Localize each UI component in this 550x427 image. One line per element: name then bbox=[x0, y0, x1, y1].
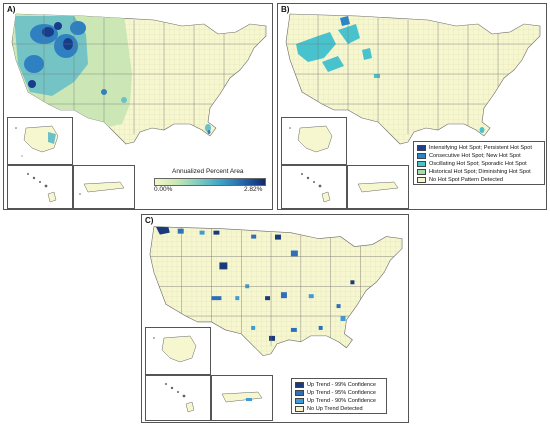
alaska-map bbox=[153, 335, 197, 363]
alaska-map bbox=[289, 125, 333, 153]
panel-b-legend: Intensifying Hot Spot; Persistent Hot Sp… bbox=[413, 141, 545, 185]
panel-a-hawaii-inset bbox=[7, 165, 73, 209]
hawaii-map bbox=[27, 173, 57, 203]
legend-label: Intensifying Hot Spot; Persistent Hot Sp… bbox=[429, 144, 532, 151]
panel-b-hawaii-inset bbox=[281, 165, 347, 209]
panel-c-alaska-inset bbox=[145, 327, 211, 375]
panel-a-label: A) bbox=[7, 5, 16, 14]
legend-item: No Hot Spot Pattern Detected bbox=[417, 176, 503, 183]
legend-item: Oscillating Hot Spot; Sporadic Hot Spot bbox=[417, 160, 527, 167]
legend-item: Consecutive Hot Spot; New Hot Spot bbox=[417, 152, 521, 159]
panel-c-hawaii-inset bbox=[145, 375, 211, 421]
legend-label: Up Trend - 95% Confidence bbox=[307, 389, 377, 396]
puerto-rico-map bbox=[357, 181, 399, 193]
legend-item: Up Trend - 90% Confidence bbox=[295, 397, 376, 404]
alaska-map bbox=[15, 125, 59, 157]
panel-a-us-map bbox=[11, 13, 267, 145]
legend-label: Oscillating Hot Spot; Sporadic Hot Spot bbox=[429, 160, 527, 167]
legend-swatch bbox=[417, 152, 426, 159]
legend-item: Up Trend - 99% Confidence bbox=[295, 381, 376, 388]
legend-label: Up Trend - 99% Confidence bbox=[307, 381, 377, 388]
panel-b: B) bbox=[277, 3, 547, 210]
panel-c-us-map bbox=[149, 226, 403, 357]
hawaii-map bbox=[301, 173, 331, 203]
panel-c-puerto-rico-inset bbox=[211, 375, 273, 421]
panel-a-alaska-inset bbox=[7, 117, 73, 165]
gradient-min-label: 0.00% bbox=[154, 186, 173, 193]
panel-a-puerto-rico-inset bbox=[73, 165, 135, 209]
legend-label: No Up Trend Detected bbox=[307, 405, 363, 412]
panel-c: C) bbox=[141, 214, 409, 423]
legend-swatch bbox=[417, 168, 426, 175]
panel-b-us-map bbox=[285, 13, 541, 145]
gradient-max-label: 2.82% bbox=[244, 186, 263, 193]
legend-label: Consecutive Hot Spot; New Hot Spot bbox=[429, 152, 521, 159]
panel-a: A) bbox=[3, 3, 273, 210]
legend-item: Intensifying Hot Spot; Persistent Hot Sp… bbox=[417, 144, 532, 151]
legend-item: Historical Hot Spot; Diminishing Hot Spo… bbox=[417, 168, 531, 175]
legend-swatch bbox=[417, 144, 426, 151]
legend-item: Up Trend - 95% Confidence bbox=[295, 389, 376, 396]
panel-c-label: C) bbox=[145, 216, 154, 225]
panel-b-label: B) bbox=[281, 5, 290, 14]
legend-swatch bbox=[417, 160, 426, 167]
gradient-legend-bar bbox=[154, 178, 266, 186]
panel-c-legend: Up Trend - 99% Confidence Up Trend - 95%… bbox=[291, 378, 387, 414]
legend-swatch bbox=[295, 389, 304, 396]
legend-label: Historical Hot Spot; Diminishing Hot Spo… bbox=[429, 168, 531, 175]
legend-item: No Up Trend Detected bbox=[295, 405, 363, 412]
legend-swatch bbox=[417, 176, 426, 183]
legend-label: No Hot Spot Pattern Detected bbox=[429, 176, 504, 183]
panel-b-alaska-inset bbox=[281, 117, 347, 165]
legend-swatch bbox=[295, 405, 304, 412]
panel-b-puerto-rico-inset bbox=[347, 165, 409, 209]
gradient-legend-title: Annualized Percent Area bbox=[172, 168, 244, 175]
puerto-rico-map bbox=[221, 391, 263, 403]
legend-label: Up Trend - 90% Confidence bbox=[307, 397, 377, 404]
hawaii-map bbox=[165, 383, 195, 413]
legend-swatch bbox=[295, 381, 304, 388]
puerto-rico-map bbox=[79, 181, 125, 195]
legend-swatch bbox=[295, 397, 304, 404]
